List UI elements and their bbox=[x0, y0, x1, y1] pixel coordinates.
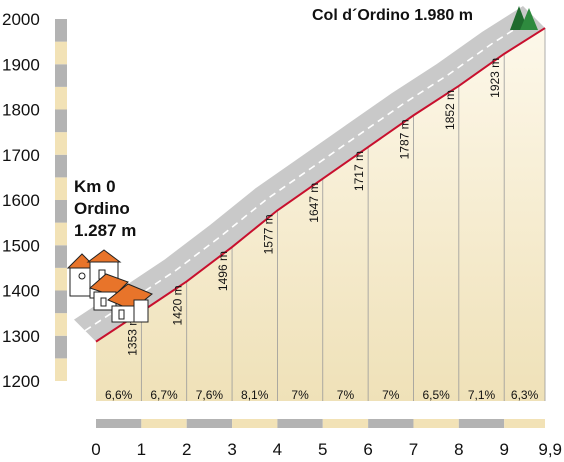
x-bar-segment bbox=[504, 419, 545, 428]
x-bar-segment bbox=[322, 419, 369, 428]
y-tick-label: 1300 bbox=[2, 327, 40, 346]
altitude-label: 1420 m bbox=[171, 285, 185, 325]
y-tick-label: 1800 bbox=[2, 101, 40, 120]
altitude-label: 1923 m bbox=[488, 58, 502, 98]
x-tick-label: 3 bbox=[227, 440, 236, 459]
y-bar-segment bbox=[55, 335, 67, 359]
x-bar-segment bbox=[368, 419, 414, 428]
y-bar-segment bbox=[55, 19, 67, 42]
x-bar-segment bbox=[186, 419, 233, 428]
x-bar-segment bbox=[141, 419, 187, 428]
profile-area bbox=[96, 28, 545, 402]
gradient-label: 7% bbox=[291, 388, 309, 402]
y-tick-label: 1500 bbox=[2, 236, 40, 255]
y-axis-ticks: 1200 1300 1400 1500 1600 1700 1800 1900 2000 bbox=[2, 10, 40, 391]
x-tick-label: 9,9 bbox=[538, 440, 562, 459]
y-bar-segment bbox=[55, 154, 67, 178]
road-center-dash bbox=[84, 16, 535, 332]
x-bar-segment bbox=[413, 419, 459, 428]
y-tick-label: 1200 bbox=[2, 372, 40, 391]
x-tick-label: 8 bbox=[454, 440, 463, 459]
tree-icon bbox=[510, 6, 538, 30]
x-tick-label: 9 bbox=[499, 440, 508, 459]
gradient-label: 7,1% bbox=[468, 388, 496, 402]
x-tick-label: 4 bbox=[273, 440, 282, 459]
x-axis-ticks: 0 1 2 3 4 5 6 7 8 9 9,9 bbox=[91, 440, 562, 459]
y-tick-label: 2000 bbox=[2, 10, 40, 29]
y-tick-label: 1900 bbox=[2, 55, 40, 74]
x-axis-bar bbox=[96, 419, 545, 428]
altitude-label: 1852 m bbox=[443, 90, 457, 130]
gradient-label: 7% bbox=[382, 388, 400, 402]
y-bar-segment bbox=[55, 358, 67, 381]
x-tick-label: 1 bbox=[137, 440, 146, 459]
y-bar-segment bbox=[55, 222, 67, 246]
x-tick-label: 0 bbox=[91, 440, 100, 459]
x-tick-label: 2 bbox=[182, 440, 191, 459]
y-tick-label: 1400 bbox=[2, 282, 40, 301]
gradient-label: 8,1% bbox=[241, 388, 269, 402]
gradient-label: 6,7% bbox=[150, 388, 178, 402]
start-altitude-label: 1.287 m bbox=[74, 221, 136, 240]
km-gridlines bbox=[140, 28, 546, 401]
gradient-label: 7,6% bbox=[196, 388, 224, 402]
x-bar-segment bbox=[96, 419, 142, 428]
gradient-label: 7% bbox=[337, 388, 355, 402]
start-km-label: Km 0 bbox=[74, 177, 116, 196]
altitude-label: 1717 m bbox=[352, 151, 366, 191]
y-bar-segment bbox=[55, 86, 67, 110]
y-bar-segment bbox=[55, 245, 67, 268]
y-bar-segment bbox=[55, 109, 67, 133]
gradient-label: 6,3% bbox=[511, 388, 539, 402]
y-bar-segment bbox=[55, 267, 67, 291]
altitude-label: 1577 m bbox=[261, 214, 275, 254]
y-tick-label: 1600 bbox=[2, 191, 40, 210]
x-tick-label: 5 bbox=[318, 440, 327, 459]
altitude-label: 1496 m bbox=[216, 251, 230, 291]
y-bar-segment bbox=[55, 64, 67, 87]
gradient-labels: 6,6% 6,7% 7,6% 8,1% 7% 7% 7% 6,5% 7,1% 6,3% bbox=[105, 388, 539, 402]
profile-line bbox=[95, 27, 546, 343]
road-band bbox=[74, 6, 545, 342]
y-bar-segment bbox=[55, 313, 67, 336]
village-icon bbox=[66, 249, 153, 323]
y-bar-segment bbox=[55, 200, 67, 223]
y-bar-segment bbox=[55, 290, 67, 314]
y-axis-bar bbox=[55, 19, 67, 381]
y-bar-segment bbox=[55, 177, 67, 200]
summit-label: Col d´Ordino 1.980 m bbox=[312, 7, 473, 24]
y-tick-label: 1700 bbox=[2, 146, 40, 165]
x-bar-segment bbox=[277, 419, 323, 428]
x-bar-segment bbox=[232, 419, 278, 428]
x-tick-label: 6 bbox=[363, 440, 372, 459]
gradient-label: 6,6% bbox=[105, 388, 133, 402]
y-bar-segment bbox=[55, 132, 67, 155]
altitude-label: 1647 m bbox=[307, 183, 321, 223]
start-name-label: Ordino bbox=[74, 199, 130, 218]
altitude-labels: 1353 m 1420 m 1496 m 1577 m 1647 m 1717 m 1787… bbox=[125, 58, 502, 356]
gradient-label: 6,5% bbox=[422, 388, 450, 402]
x-tick-label: 7 bbox=[409, 440, 418, 459]
y-bar-segment bbox=[55, 41, 67, 65]
altitude-label: 1787 m bbox=[397, 119, 411, 159]
altitude-label: 1353 m bbox=[125, 316, 139, 356]
x-bar-segment bbox=[458, 419, 505, 428]
